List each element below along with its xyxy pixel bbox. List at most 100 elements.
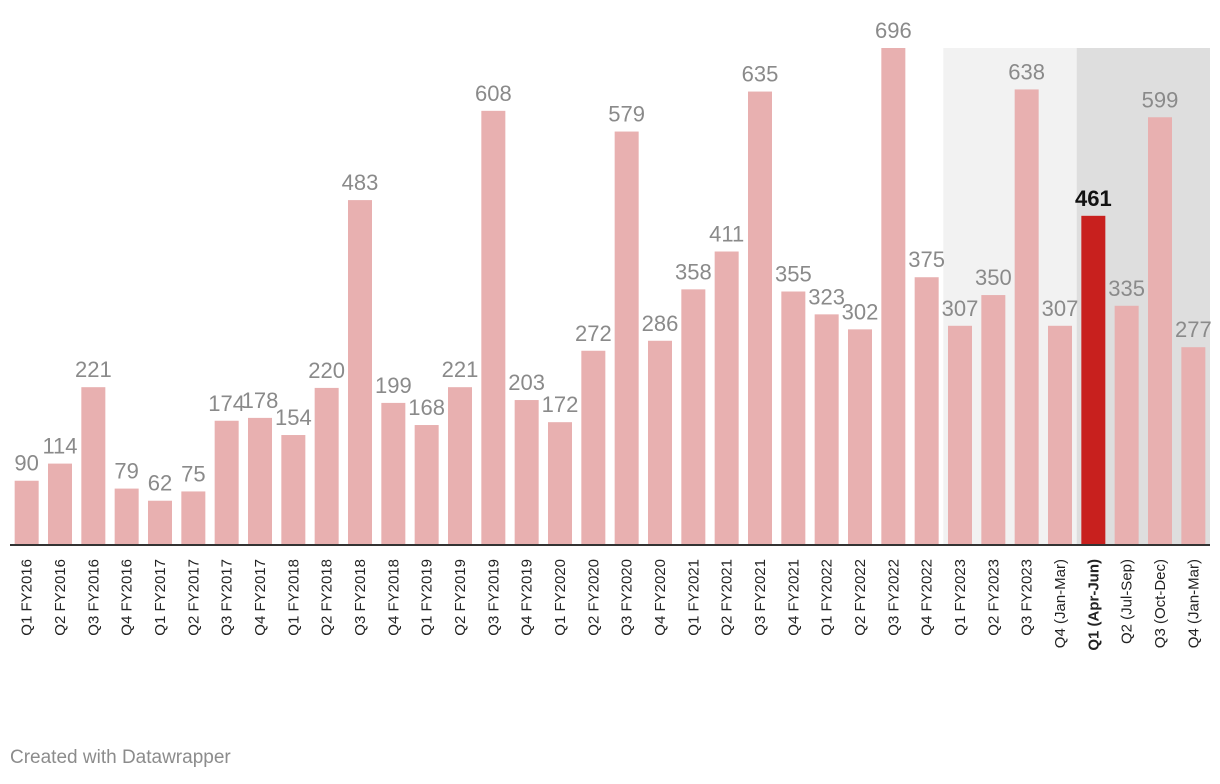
data-label: 203 bbox=[508, 370, 545, 395]
bar bbox=[614, 131, 639, 545]
data-label: 355 bbox=[775, 262, 812, 287]
credit-text: Created with Datawrapper bbox=[10, 747, 231, 768]
x-tick-label: Q3 FY2018 bbox=[352, 559, 369, 636]
x-tick-label: Q3 FY2016 bbox=[85, 559, 102, 636]
bar bbox=[281, 435, 306, 545]
data-label: 199 bbox=[375, 373, 412, 398]
x-tick-label: Q2 (Jul-Sep) bbox=[1119, 559, 1136, 644]
x-tick-label: Q2 FY2020 bbox=[585, 559, 602, 636]
bar bbox=[314, 387, 339, 545]
x-tick-label: Q2 FY2016 bbox=[52, 559, 69, 636]
bar bbox=[748, 91, 772, 546]
data-label: 375 bbox=[908, 247, 945, 272]
data-label: 114 bbox=[42, 434, 77, 459]
x-tick-label: Q1 FY2018 bbox=[285, 559, 302, 636]
bar bbox=[1114, 305, 1139, 545]
data-label: 172 bbox=[542, 392, 579, 417]
x-tick-label: Q4 FY2017 bbox=[252, 559, 269, 636]
bar bbox=[581, 350, 606, 545]
bar bbox=[448, 387, 472, 545]
x-tick-label: Q4 FY2021 bbox=[785, 559, 802, 636]
bar bbox=[781, 291, 806, 545]
bar bbox=[248, 417, 272, 545]
data-label: 608 bbox=[475, 81, 512, 106]
bar bbox=[48, 463, 72, 545]
bar bbox=[148, 500, 172, 545]
x-tick-label: Q4 FY2018 bbox=[385, 559, 402, 636]
data-label: 638 bbox=[1008, 59, 1045, 84]
x-tick-label: Q1 FY2022 bbox=[819, 559, 836, 636]
data-label: 178 bbox=[242, 388, 279, 413]
bar-chart: 90 Q1 FY2016 114 Q2 FY2016 221 Q3 FY2016 79 Q4 … bbox=[10, 18, 1212, 651]
x-tick-label: Q3 FY2021 bbox=[752, 559, 769, 636]
bar bbox=[714, 251, 739, 545]
x-tick-label: Q2 FY2017 bbox=[185, 559, 202, 636]
data-label: 635 bbox=[742, 62, 779, 87]
x-tick-label: Q2 FY2023 bbox=[985, 559, 1002, 636]
x-tick-label: Q3 FY2022 bbox=[885, 559, 902, 636]
data-label: 168 bbox=[408, 395, 445, 420]
bar bbox=[514, 400, 539, 545]
x-tick-label: Q4 FY2016 bbox=[119, 559, 136, 636]
x-tick-label: Q3 FY2020 bbox=[619, 559, 636, 636]
bar bbox=[814, 314, 839, 545]
bar bbox=[681, 289, 706, 545]
data-label: 79 bbox=[114, 459, 138, 484]
x-tick-label: Q2 FY2021 bbox=[719, 559, 736, 636]
bar bbox=[1181, 347, 1206, 545]
bar bbox=[481, 110, 506, 545]
x-tick-label: Q1 FY2019 bbox=[419, 559, 436, 636]
data-label: 272 bbox=[575, 321, 612, 346]
data-label: 174 bbox=[208, 391, 245, 416]
data-label: 696 bbox=[875, 18, 912, 43]
data-label: 90 bbox=[14, 451, 38, 476]
bar bbox=[1048, 325, 1072, 545]
bar bbox=[1081, 215, 1106, 546]
x-tick-label: Q1 FY2021 bbox=[685, 559, 702, 636]
bar bbox=[648, 340, 672, 545]
bar bbox=[948, 325, 972, 545]
data-label: 286 bbox=[642, 311, 679, 336]
data-label: 154 bbox=[275, 405, 312, 430]
bar bbox=[348, 200, 372, 546]
data-label: 323 bbox=[808, 284, 845, 309]
data-label: 599 bbox=[1142, 87, 1179, 112]
x-tick-label: Q3 (Oct-Dec) bbox=[1152, 559, 1169, 648]
data-label: 62 bbox=[148, 471, 172, 496]
x-tick-label: Q3 FY2017 bbox=[219, 559, 236, 636]
data-label: 75 bbox=[181, 461, 205, 486]
bar bbox=[881, 48, 906, 545]
bar bbox=[114, 488, 139, 545]
data-label: 307 bbox=[1042, 296, 1079, 321]
x-tick-label: Q1 (Apr-Jun) bbox=[1085, 559, 1102, 651]
data-label: 335 bbox=[1108, 276, 1145, 301]
x-tick-label: Q4 FY2022 bbox=[919, 559, 936, 636]
x-tick-label: Q4 FY2019 bbox=[519, 559, 536, 636]
x-tick-label: Q4 (Jan-Mar) bbox=[1052, 559, 1069, 648]
x-tick-label: Q2 FY2018 bbox=[319, 559, 336, 636]
x-tick-label: Q1 FY2017 bbox=[152, 559, 169, 636]
bar bbox=[381, 402, 406, 545]
x-tick-label: Q3 FY2023 bbox=[1019, 559, 1036, 636]
data-label: 220 bbox=[308, 358, 345, 383]
data-label: 411 bbox=[709, 222, 744, 247]
bar bbox=[414, 425, 439, 545]
data-label: 483 bbox=[342, 170, 379, 195]
bar bbox=[914, 277, 939, 545]
bar bbox=[214, 420, 239, 545]
x-tick-label: Q4 (Jan-Mar) bbox=[1185, 559, 1202, 648]
x-tick-label: Q4 FY2020 bbox=[652, 559, 669, 636]
bar bbox=[1148, 117, 1172, 545]
data-label: 221 bbox=[75, 357, 112, 382]
data-label: 302 bbox=[842, 299, 879, 324]
bar bbox=[181, 491, 206, 545]
bar bbox=[81, 387, 106, 545]
x-tick-label: Q1 FY2023 bbox=[952, 559, 969, 636]
data-label: 358 bbox=[675, 259, 712, 284]
bar bbox=[548, 422, 572, 545]
x-tick-label: Q1 FY2020 bbox=[552, 559, 569, 636]
x-tick-label: Q2 FY2022 bbox=[852, 559, 869, 636]
x-tick-label: Q1 FY2016 bbox=[19, 559, 36, 636]
x-tick-label: Q3 FY2019 bbox=[485, 559, 502, 636]
x-tick-label: Q2 FY2019 bbox=[452, 559, 469, 636]
